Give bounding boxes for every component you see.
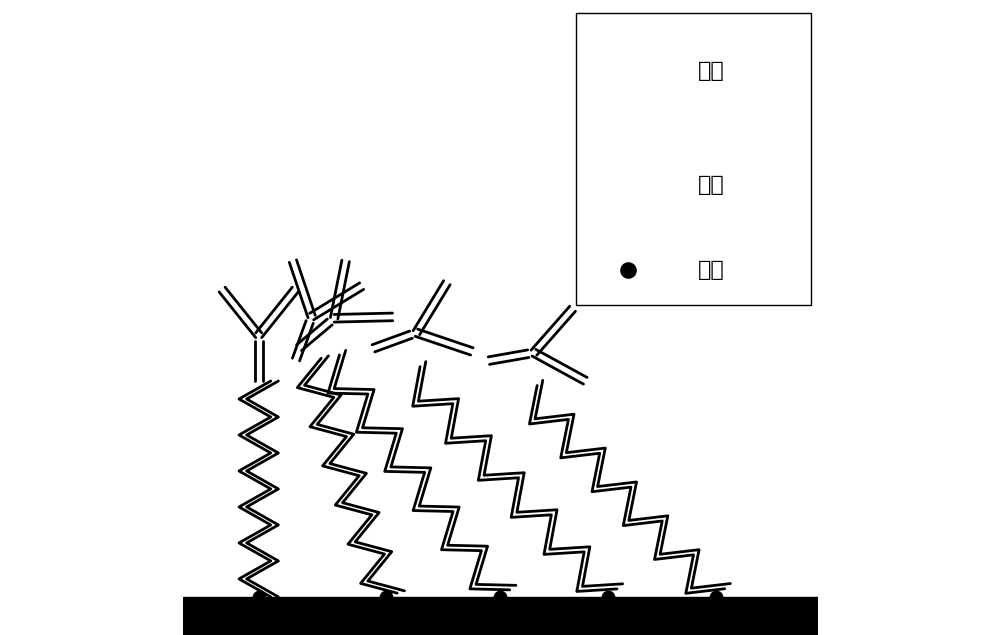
Text: 抗体: 抗体: [698, 61, 725, 81]
Point: [620, 265, 636, 275]
Point: [600, 592, 616, 602]
Point: [492, 592, 508, 602]
Point: [378, 592, 394, 602]
Bar: [182, 597, 818, 635]
Text: 疋基: 疋基: [698, 260, 725, 280]
Point: [251, 592, 267, 602]
Bar: [576, 13, 811, 305]
Text: 碳链: 碳链: [698, 175, 725, 195]
Point: [708, 592, 724, 602]
